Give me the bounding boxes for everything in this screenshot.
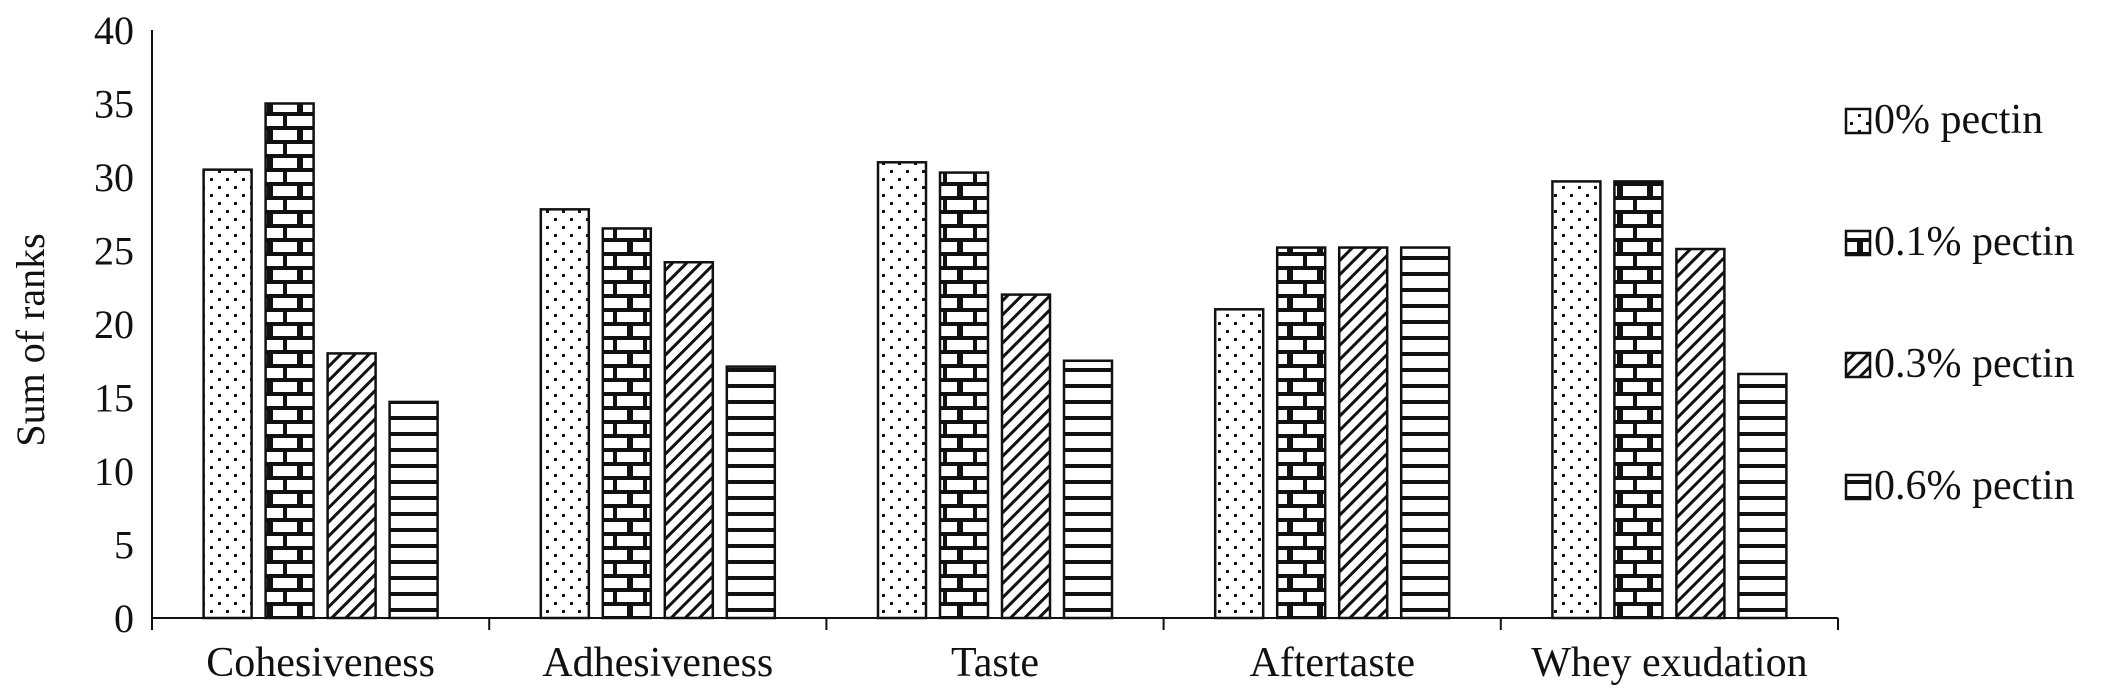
- bars: [202, 102, 1788, 620]
- bar: [1737, 372, 1788, 620]
- bar: [1213, 308, 1265, 620]
- y-tick-label: 35: [94, 82, 134, 127]
- bar: [1675, 247, 1726, 620]
- y-tick-label: 5: [114, 523, 134, 568]
- y-tick-label: 10: [94, 449, 134, 494]
- y-axis-title: Sum of ranks: [8, 233, 53, 446]
- y-axis: 0 5 10 15 20 25 30 35 40: [94, 8, 153, 641]
- x-category-label: Whey exudation: [1531, 640, 1807, 686]
- x-category-label: Aftertaste: [1249, 640, 1415, 686]
- y-tick-label: 40: [94, 8, 134, 53]
- legend-swatch: [1844, 473, 1872, 501]
- y-tick-label: 30: [94, 155, 134, 200]
- bar: [663, 261, 715, 620]
- bar: [1613, 180, 1664, 620]
- bar: [1275, 246, 1327, 620]
- y-tick-label: 25: [94, 229, 134, 274]
- legend-label: 0% pectin: [1874, 97, 2043, 143]
- bar: [876, 161, 928, 620]
- bar: [1000, 293, 1052, 620]
- y-tick-label: 0: [114, 596, 134, 641]
- bar: [264, 102, 315, 620]
- x-category-label: Adhesiveness: [542, 640, 773, 686]
- bar: [1062, 359, 1114, 620]
- x-axis: Cohesiveness Adhesiveness Taste Aftertaste W…: [151, 617, 1839, 686]
- x-category-label: Cohesiveness: [206, 640, 435, 686]
- legend-swatch: [1844, 351, 1872, 379]
- bar: [1551, 180, 1602, 620]
- bar: [1399, 246, 1451, 620]
- bar: [326, 352, 377, 620]
- bar: [601, 227, 653, 620]
- bar: [1337, 246, 1389, 620]
- bar: [539, 208, 591, 620]
- bar: [725, 365, 777, 620]
- legend-swatch: [1844, 107, 1872, 135]
- bar: [388, 400, 439, 620]
- y-tick-label: 20: [94, 302, 134, 347]
- legend-swatch: [1844, 229, 1872, 257]
- y-tick-label: 15: [94, 376, 134, 421]
- legend-label: 0.3% pectin: [1874, 341, 2075, 387]
- legend-label: 0.1% pectin: [1874, 219, 2075, 265]
- bar: [938, 171, 990, 620]
- bar: [202, 168, 253, 620]
- x-category-label: Taste: [951, 640, 1039, 686]
- legend-label: 0.6% pectin: [1874, 463, 2075, 509]
- legend: 0% pectin 0.1% pectin 0.3% pectin 0.6% pect…: [1844, 97, 2075, 509]
